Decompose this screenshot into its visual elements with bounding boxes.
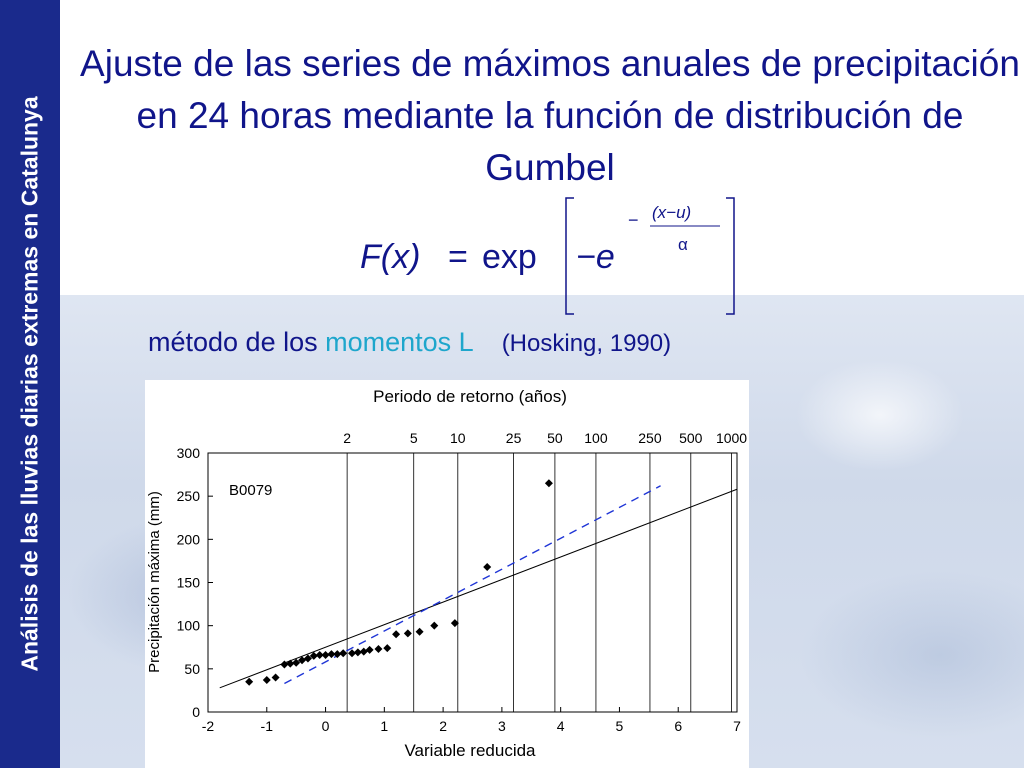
data-point xyxy=(327,650,336,659)
y-tick-label: 300 xyxy=(177,445,201,461)
sidebar-title: Análisis de las lluvias diarias extremas… xyxy=(16,96,43,672)
return-period-label: 2 xyxy=(343,430,351,446)
data-point xyxy=(348,649,357,658)
return-period-label: 50 xyxy=(547,430,563,446)
data-point xyxy=(245,677,254,686)
data-point xyxy=(359,647,368,656)
formula-left-bracket xyxy=(565,197,574,315)
formula-exponent-numerator: (x−u) xyxy=(652,203,691,222)
data-point xyxy=(483,562,492,571)
y-tick-label: 250 xyxy=(177,488,201,504)
x-tick-label: 1 xyxy=(380,718,388,734)
data-point xyxy=(271,673,280,682)
return-period-label: 250 xyxy=(638,430,662,446)
chart-panel: Periodo de retorno (años) Variable reduc… xyxy=(145,380,749,768)
fit-line-dashed xyxy=(284,485,661,685)
formula-lhs: F(x) xyxy=(360,238,420,276)
data-point xyxy=(339,649,348,658)
slide-title: Ajuste de las series de máximos anuales … xyxy=(80,43,1020,188)
formula-equals: = xyxy=(448,238,468,276)
data-point xyxy=(280,660,289,669)
y-tick-label: 100 xyxy=(177,618,201,634)
y-tick-label: 150 xyxy=(177,575,201,591)
sidebar: Análisis de las lluvias diarias extremas… xyxy=(0,0,60,768)
fit-line-solid xyxy=(219,488,738,689)
method-line: método de los momentos L (Hosking, 1990) xyxy=(148,327,671,358)
x-tick-label: -1 xyxy=(261,718,274,734)
x-tick-label: 5 xyxy=(616,718,624,734)
y-tick-label: 0 xyxy=(192,704,200,720)
x-tick-label: 2 xyxy=(439,718,447,734)
gumbel-formula: F(x) = exp −e − (x−u) α xyxy=(360,197,735,315)
return-period-label: 10 xyxy=(450,430,466,446)
x-tick-label: 7 xyxy=(733,718,741,734)
return-period-label: 5 xyxy=(410,430,418,446)
data-point xyxy=(321,651,330,660)
formula-right-bracket xyxy=(726,197,735,315)
x-tick-label: -2 xyxy=(202,718,215,734)
plot-area: 2 5 10 25 50 100 250 500 1000-2 -1 0 1 2 3 4 5 6 70501001… xyxy=(177,430,748,734)
return-period-label: 25 xyxy=(506,430,522,446)
top-axis-title: Periodo de retorno (años) xyxy=(373,387,567,406)
formula-exponent-sign: − xyxy=(628,210,639,230)
y-tick-label: 200 xyxy=(177,531,201,547)
data-point xyxy=(415,627,424,636)
data-point xyxy=(392,630,401,639)
data-point xyxy=(303,654,312,663)
x-tick-label: 3 xyxy=(498,718,506,734)
data-point xyxy=(450,619,459,628)
data-point xyxy=(292,658,301,667)
x-tick-label: 0 xyxy=(322,718,330,734)
method-reference: (Hosking, 1990) xyxy=(501,330,672,357)
data-point xyxy=(286,659,295,668)
method-prefix: método de los xyxy=(148,327,326,357)
data-point xyxy=(374,644,383,653)
formula-exponent-denominator: α xyxy=(678,235,688,254)
return-period-label: 1000 xyxy=(716,430,747,446)
data-point xyxy=(383,644,392,653)
data-point xyxy=(315,651,324,660)
formula-exp: exp xyxy=(482,238,537,276)
plot-frame xyxy=(207,452,738,713)
y-axis-label: Precipitación máxima (mm) xyxy=(146,491,163,673)
data-point xyxy=(430,621,439,630)
data-point xyxy=(262,676,271,685)
data-point xyxy=(544,479,553,488)
data-point xyxy=(365,645,374,654)
data-point xyxy=(353,648,362,657)
data-point xyxy=(333,650,342,659)
data-point xyxy=(309,651,318,660)
x-tick-label: 4 xyxy=(557,718,565,734)
method-highlight: momentos L xyxy=(325,327,474,357)
data-point xyxy=(298,656,307,665)
formula-inner: −e xyxy=(576,238,615,276)
y-tick-label: 50 xyxy=(184,661,200,677)
return-period-label: 100 xyxy=(584,430,608,446)
x-tick-label: 6 xyxy=(674,718,682,734)
data-point xyxy=(403,629,412,638)
gumbel-chart: Periodo de retorno (años) Variable reduc… xyxy=(146,387,748,760)
return-period-label: 500 xyxy=(679,430,703,446)
station-label: B0079 xyxy=(229,482,272,499)
x-axis-label: Variable reducida xyxy=(404,741,536,760)
